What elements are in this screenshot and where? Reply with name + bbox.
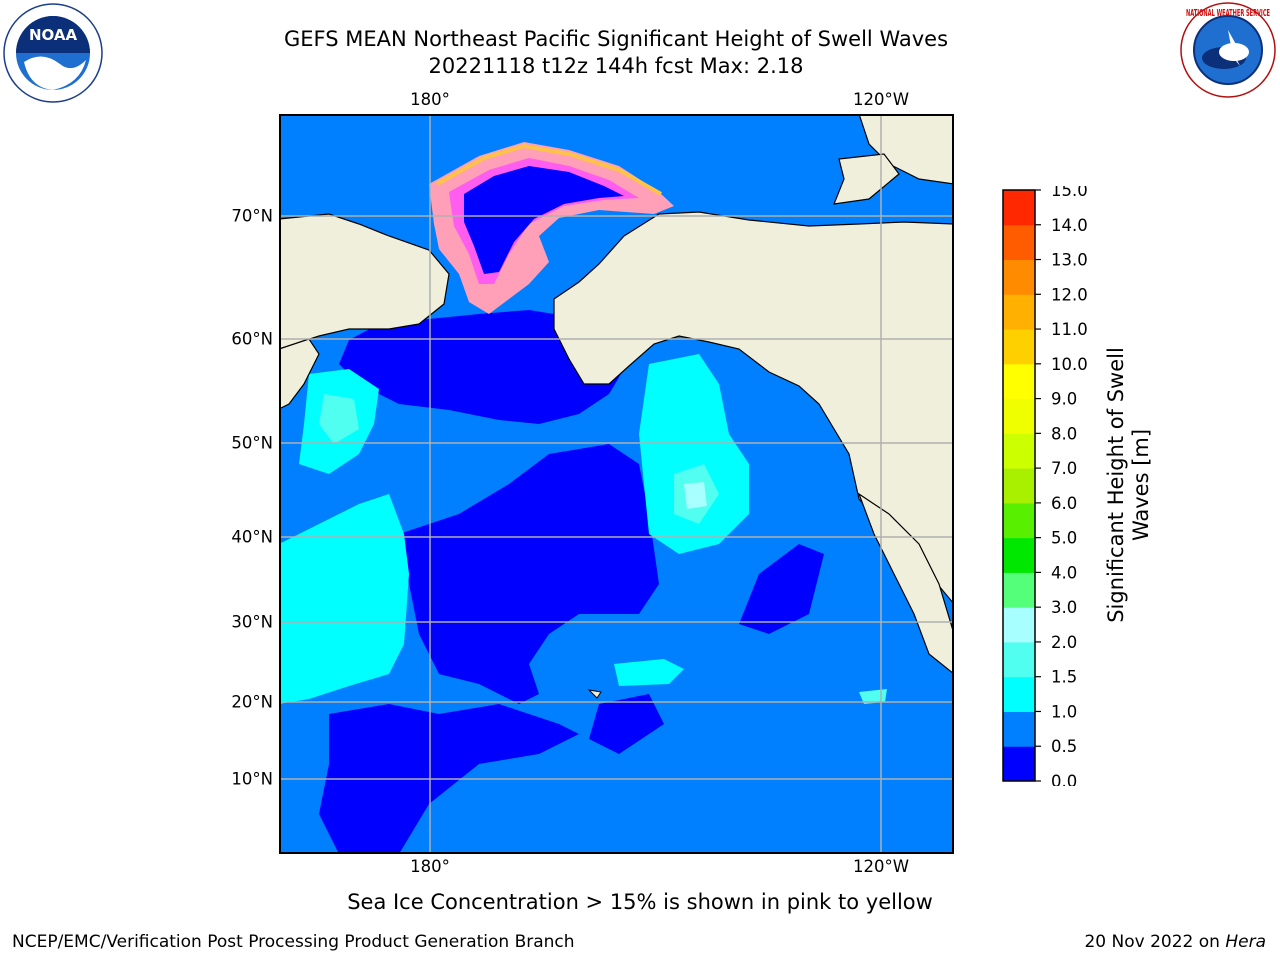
- lon-label-bottom-120w: 120°W: [852, 857, 910, 876]
- swell-region-low-southeast: [589, 694, 664, 754]
- land-north-america: [857, 492, 954, 675]
- swell-region-moderate-gulf: [639, 354, 749, 554]
- credit-right: 20 Nov 2022 on Hera: [1084, 932, 1266, 952]
- colorbar-tick-label: 1.5: [1051, 668, 1077, 687]
- colorbar-frame: [1002, 189, 1036, 782]
- lat-label-10n: 10°N: [231, 769, 273, 789]
- map-frame: [279, 114, 954, 854]
- lat-label-20n: 20°N: [231, 692, 273, 712]
- nws-ring-text: NATIONAL WEATHER SERVICE: [1186, 8, 1270, 19]
- colorbar-tick-label: 8.0: [1051, 424, 1077, 443]
- lon-label-top-180: 180°: [410, 90, 450, 109]
- colorbar-swatch: [1003, 294, 1035, 330]
- swell-region-low-central: [399, 444, 659, 704]
- colorbar-tick-label: 4.0: [1051, 563, 1077, 582]
- chart-subtitle: 20221118 t12z 144h fcst Max: 2.18: [428, 54, 804, 78]
- colorbar-tick-label: 7.0: [1051, 459, 1077, 478]
- land-alaska: [553, 211, 954, 605]
- colorbar-tick-label: 0.0: [1051, 772, 1077, 786]
- colorbar-tick-label: 9.0: [1051, 390, 1077, 409]
- lat-label-30n: 30°N: [231, 612, 273, 632]
- lon-label-bottom-180: 180°: [410, 857, 450, 876]
- credit-left: NCEP/EMC/Verification Post Processing Pr…: [12, 932, 575, 952]
- colorbar-tick-label: 15.0: [1051, 186, 1088, 200]
- colorbar-swatch: [1003, 676, 1035, 712]
- colorbar-swatch: [1003, 398, 1035, 434]
- land-siberia: [279, 213, 450, 350]
- land-arctic-islands: [833, 153, 900, 205]
- land-canada-north: [858, 114, 954, 185]
- colorbar-tick-label: 11.0: [1051, 320, 1088, 339]
- colorbar-swatch: [1003, 190, 1035, 226]
- swell-region-low-east: [739, 544, 824, 634]
- colorbar-swatch: [1003, 502, 1035, 539]
- lon-label-top-120w: 120°W: [852, 90, 910, 109]
- colorbar-swatch: [1003, 259, 1035, 295]
- colorbar-tick-label: 5.0: [1051, 529, 1077, 548]
- land-hawaii: [587, 689, 602, 699]
- colorbar-swatch: [1003, 641, 1035, 678]
- swell-region-1-5-gulf-core: [684, 482, 707, 509]
- swell-height-map: [279, 114, 954, 854]
- swell-region-moderate-west: [279, 494, 409, 704]
- colorbar-swatch: [1003, 468, 1035, 504]
- swell-region-moderate-south: [614, 659, 684, 686]
- colorbar-swatch: [1003, 711, 1035, 747]
- colorbar-tick-label: 10.0: [1051, 355, 1088, 374]
- lat-label-70n: 70°N: [231, 206, 273, 226]
- colorbar: 0.0 0.5 1.0 1.5 2.0 3.0 4.0 5.0 6.0 7.0 8.0 9.0 10.0…: [1002, 186, 1088, 786]
- colorbar-tick-label: 13.0: [1051, 251, 1088, 270]
- colorbar-title-line1: Significant Height of Swell: [1104, 347, 1128, 623]
- colorbar-swatch: [1003, 572, 1035, 608]
- colorbar-swatch: [1003, 746, 1035, 782]
- lat-label-40n: 40°N: [231, 527, 273, 547]
- arctic-ocean-open: [464, 166, 624, 274]
- colorbar-tick-label: 12.0: [1051, 285, 1088, 304]
- credit-date: 20 Nov 2022 on: [1084, 932, 1220, 952]
- colorbar-tick-label: 3.0: [1051, 598, 1077, 617]
- colorbar-swatch: [1003, 329, 1035, 365]
- colorbar-swatch: [1003, 607, 1035, 643]
- colorbar-swatch: [1003, 363, 1035, 400]
- nws-logo: NATIONAL WEATHER SERVICE: [1180, 2, 1276, 98]
- colorbar-swatch: [1003, 224, 1035, 261]
- colorbar-tick-label: 6.0: [1051, 494, 1077, 513]
- colorbar-swatch: [1003, 433, 1035, 469]
- credit-machine: Hera: [1225, 932, 1266, 952]
- colorbar-tick-label: 2.0: [1051, 633, 1077, 652]
- lat-label-60n: 60°N: [231, 329, 273, 349]
- colorbar-tick-label: 1.0: [1051, 702, 1077, 721]
- chart-title: GEFS MEAN Northeast Pacific Significant …: [283, 27, 949, 51]
- lat-label-50n: 50°N: [231, 433, 273, 453]
- sea-ice-edge-yellow: [436, 143, 662, 196]
- noaa-logo: NOAA: [3, 3, 103, 103]
- swell-region-1-5-northwest: [319, 394, 359, 444]
- colorbar-title-line2: Waves [m]: [1129, 428, 1153, 542]
- noaa-logo-text: NOAA: [29, 26, 78, 44]
- colorbar-tick-label: 14.0: [1051, 216, 1088, 235]
- colorbar-title: Significant Height of Swell Waves [m]: [1104, 347, 1154, 623]
- colorbar-swatch: [1003, 537, 1035, 573]
- swell-region-moderate-small: [859, 689, 887, 704]
- sea-ice-note: Sea Ice Concentration > 15% is shown in …: [347, 890, 933, 914]
- colorbar-tick-label: 0.5: [1051, 737, 1077, 756]
